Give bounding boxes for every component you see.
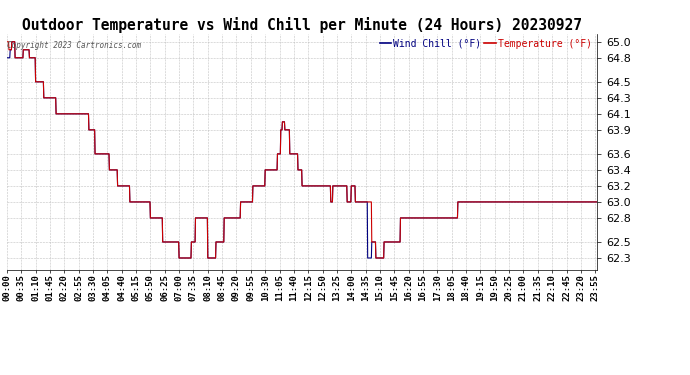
- Wind Chill (°F): [394, 240, 402, 244]
- Wind Chill (°F): [120, 184, 128, 188]
- Temperature (°F): [119, 184, 128, 188]
- Temperature (°F): [134, 200, 142, 204]
- Temperature (°F): [593, 200, 601, 204]
- Temperature (°F): [471, 200, 480, 204]
- Wind Chill (°F): [201, 216, 209, 220]
- Wind Chill (°F): [8, 39, 16, 44]
- Temperature (°F): [3, 39, 11, 44]
- Temperature (°F): [200, 216, 208, 220]
- Line: Wind Chill (°F): Wind Chill (°F): [7, 42, 597, 258]
- Legend: Wind Chill (°F), Temperature (°F): Wind Chill (°F), Temperature (°F): [380, 39, 592, 49]
- Wind Chill (°F): [593, 200, 601, 204]
- Wind Chill (°F): [3, 56, 11, 60]
- Wind Chill (°F): [471, 200, 480, 204]
- Line: Temperature (°F): Temperature (°F): [7, 42, 597, 258]
- Text: Copyright 2023 Cartronics.com: Copyright 2023 Cartronics.com: [8, 41, 141, 50]
- Wind Chill (°F): [524, 200, 532, 204]
- Temperature (°F): [175, 256, 184, 260]
- Temperature (°F): [394, 240, 402, 244]
- Temperature (°F): [523, 200, 531, 204]
- Wind Chill (°F): [135, 200, 143, 204]
- Title: Outdoor Temperature vs Wind Chill per Minute (24 Hours) 20230927: Outdoor Temperature vs Wind Chill per Mi…: [22, 16, 582, 33]
- Wind Chill (°F): [175, 256, 184, 260]
